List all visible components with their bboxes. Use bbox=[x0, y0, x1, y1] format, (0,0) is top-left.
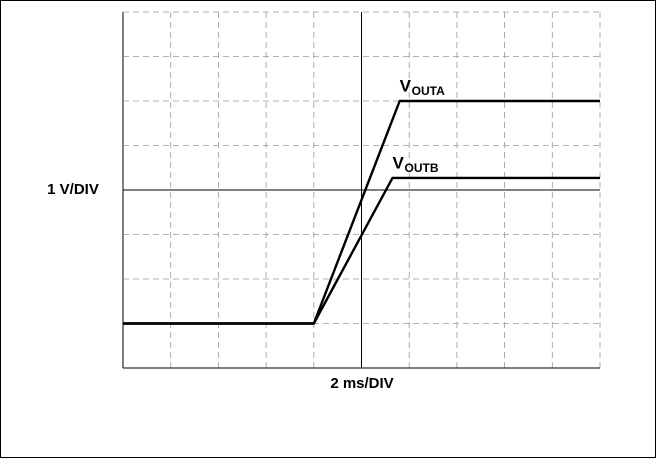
trace-label: V OUTB bbox=[393, 153, 439, 175]
y-axis-label: 1 V/DIV bbox=[47, 181, 99, 198]
trace bbox=[123, 176, 600, 325]
trace-label-main: V bbox=[400, 76, 412, 95]
trace-label-sub: OUTA bbox=[412, 84, 445, 98]
x-axis-label: 2 ms/DIV bbox=[330, 375, 393, 392]
trace-label-main: V bbox=[393, 153, 405, 172]
trace-label-sub: OUTB bbox=[405, 161, 439, 175]
trace-label: V OUTA bbox=[400, 76, 445, 98]
